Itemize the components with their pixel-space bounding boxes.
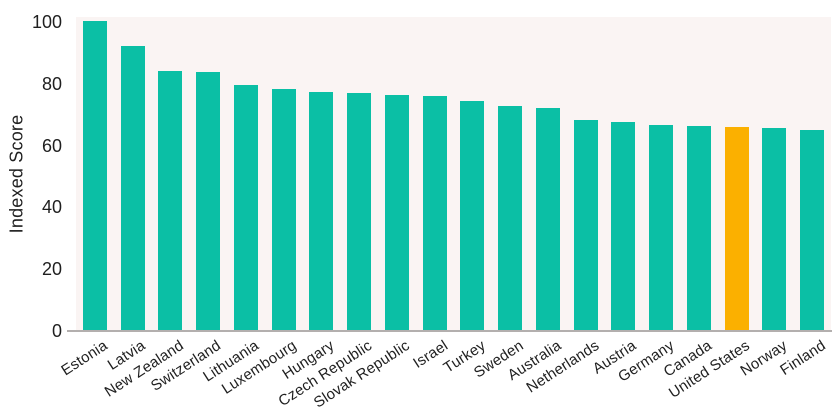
x-tick-label-luxembourg: Luxembourg	[219, 337, 300, 398]
x-tick-label-hungary: Hungary	[279, 337, 338, 383]
x-tick-label-australia: Australia	[504, 337, 565, 385]
bar-slovak-republic	[384, 95, 409, 331]
bar-hungary	[309, 92, 334, 331]
bar-united-states	[724, 126, 749, 331]
x-tick-label-estonia: Estonia	[58, 337, 112, 380]
bar-latvia	[120, 46, 145, 331]
plot-area	[76, 17, 831, 331]
x-tick-label-canada: Canada	[660, 337, 716, 381]
bar-luxembourg	[271, 89, 296, 331]
bar-israel	[422, 96, 447, 331]
bar-germany	[649, 124, 674, 331]
y-tick-label-60: 60	[41, 135, 62, 156]
bar-australia	[535, 107, 560, 331]
y-tick-label-80: 80	[41, 73, 62, 94]
y-tick-label-20: 20	[41, 259, 62, 280]
x-tick-label-israel: Israel	[409, 337, 451, 372]
bar-switzerland	[196, 72, 221, 331]
bar-estonia	[82, 21, 107, 331]
bar-czech-republic	[347, 93, 372, 331]
bar-finland	[800, 130, 825, 331]
x-tick-label-latvia: Latvia	[105, 337, 149, 374]
y-tick-label-40: 40	[41, 197, 62, 218]
x-tick-label-norway: Norway	[737, 337, 791, 380]
x-tick-label-austria: Austria	[590, 337, 640, 378]
x-tick-label-switzerland: Switzerland	[148, 337, 225, 395]
x-tick-label-slovak-republic: Slovak Republic	[311, 337, 414, 410]
bar-new-zealand	[158, 70, 183, 331]
y-axis-tick-labels: 0 20 40 60 80 100	[0, 0, 66, 410]
bar-sweden	[498, 106, 523, 331]
x-tick-label-new-zealand: New Zealand	[101, 337, 187, 401]
x-tick-label-finland: Finland	[776, 337, 829, 379]
y-tick-label-100: 100	[31, 12, 62, 32]
bar-norway	[762, 128, 787, 331]
bar-canada	[686, 125, 711, 331]
bar-lithuania	[233, 85, 258, 331]
x-tick-label-sweden: Sweden	[470, 337, 527, 382]
bar-turkey	[460, 100, 485, 331]
x-tick-label-lithuania: Lithuania	[200, 337, 263, 386]
x-tick-label-united-states: United States	[665, 337, 753, 402]
y-tick-label-0: 0	[51, 321, 62, 341]
x-tick-label-netherlands: Netherlands	[522, 337, 602, 397]
x-tick-label-germany: Germany	[615, 337, 678, 386]
x-tick-label-czech-republic: Czech Republic	[275, 337, 376, 410]
bar-austria	[611, 121, 636, 331]
x-tick-label-turkey: Turkey	[440, 337, 489, 377]
bar-netherlands	[573, 120, 598, 331]
x-axis-line	[67, 330, 832, 332]
